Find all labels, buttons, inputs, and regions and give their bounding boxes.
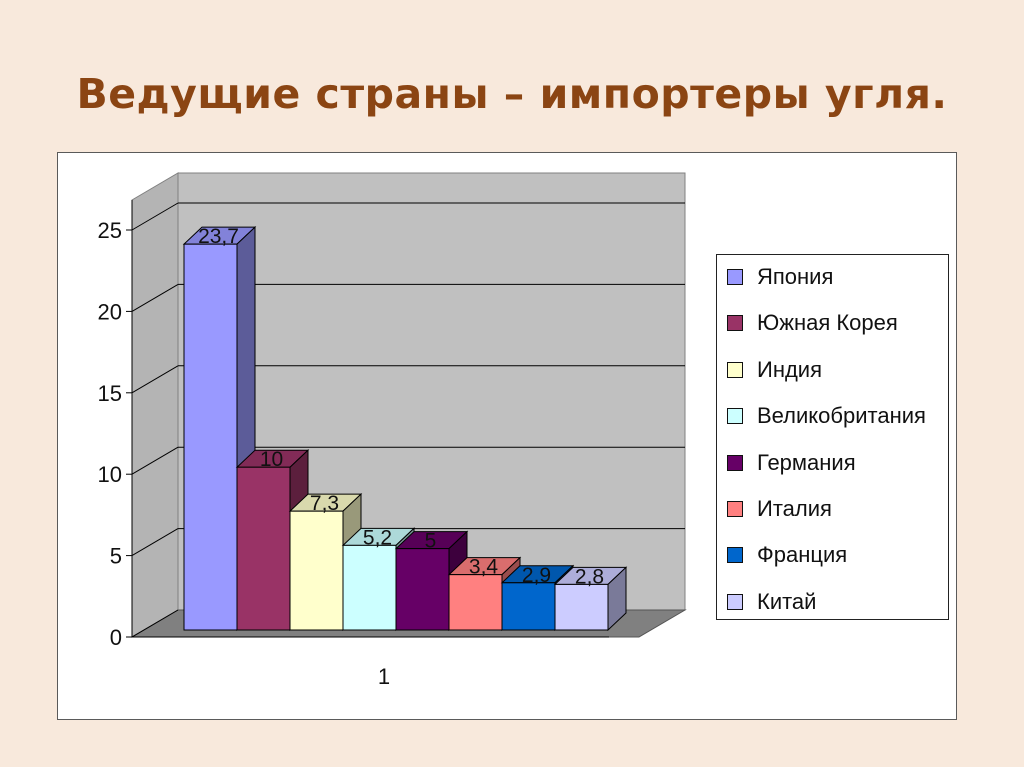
chart-legend: Япония Южная Корея Индия Великобритания Герм… <box>716 254 949 620</box>
y-tick-label: 5 <box>110 544 122 569</box>
bar-front <box>448 574 503 631</box>
legend-item: Китай <box>727 588 817 614</box>
legend-swatch <box>727 361 743 378</box>
gridline-side <box>131 446 179 475</box>
data-label: 5,2 <box>363 526 392 549</box>
legend-label: Япония <box>757 264 834 289</box>
legend-item: Франция <box>727 542 848 568</box>
legend-label: Германия <box>757 449 856 475</box>
legend-swatch <box>727 454 743 471</box>
x-category-label: 1 <box>378 664 390 689</box>
legend-swatch <box>727 408 743 425</box>
bar-chart-3d: 0 5 10 15 20 25 23,7 10 7,3 5,2 5 3,4 2,9 2,8 1 <box>98 172 687 689</box>
legend-swatch <box>727 315 743 332</box>
gridline-side <box>131 609 179 638</box>
legend-label: Китай <box>757 588 817 614</box>
legend-swatch <box>727 547 743 564</box>
y-tick-label: 10 <box>98 462 122 487</box>
y-tick-label: 15 <box>98 381 122 406</box>
bar-front <box>289 510 344 631</box>
legend-item: Южная Корея <box>727 310 898 336</box>
legend-label: Италия <box>757 496 832 521</box>
data-label: 23,7 <box>198 225 239 248</box>
data-label: 10 <box>260 448 283 471</box>
bar-front <box>554 583 609 631</box>
y-tick-label: 20 <box>98 299 122 324</box>
bar-front <box>501 582 556 631</box>
bar-front <box>395 548 450 631</box>
legend-swatch <box>727 269 743 285</box>
legend-item: Великобритания <box>727 403 926 429</box>
legend-item: Германия <box>727 449 856 475</box>
legend-item: Индия <box>727 356 823 382</box>
gridline-side <box>131 528 179 557</box>
y-tick-label: 0 <box>110 625 122 650</box>
legend-item: Италия <box>727 496 832 521</box>
chart-side-wall <box>131 172 179 638</box>
data-label: 7,3 <box>310 492 339 515</box>
y-tick-label: 25 <box>98 218 122 243</box>
legend-label: Южная Корея <box>757 310 898 336</box>
bar-front <box>236 466 291 631</box>
gridline-side <box>131 283 179 312</box>
bar-front <box>183 243 238 631</box>
legend-label: Великобритания <box>757 403 926 429</box>
slide-title: Ведущие страны – импортеры угля. <box>76 70 948 118</box>
legend-label: Индия <box>757 356 823 382</box>
legend-label: Франция <box>757 542 848 568</box>
legend-swatch <box>727 593 743 610</box>
bar-front <box>342 544 397 631</box>
data-label: 3,4 <box>469 556 499 579</box>
data-label: 2,9 <box>522 564 551 587</box>
data-label: 2,8 <box>575 565 604 588</box>
bar-8 <box>553 566 628 632</box>
data-label: 5 <box>425 530 437 553</box>
legend-swatch <box>727 501 743 517</box>
legend-item: Япония <box>727 264 834 289</box>
gridline-side <box>131 202 179 231</box>
gridline-side <box>131 365 179 394</box>
